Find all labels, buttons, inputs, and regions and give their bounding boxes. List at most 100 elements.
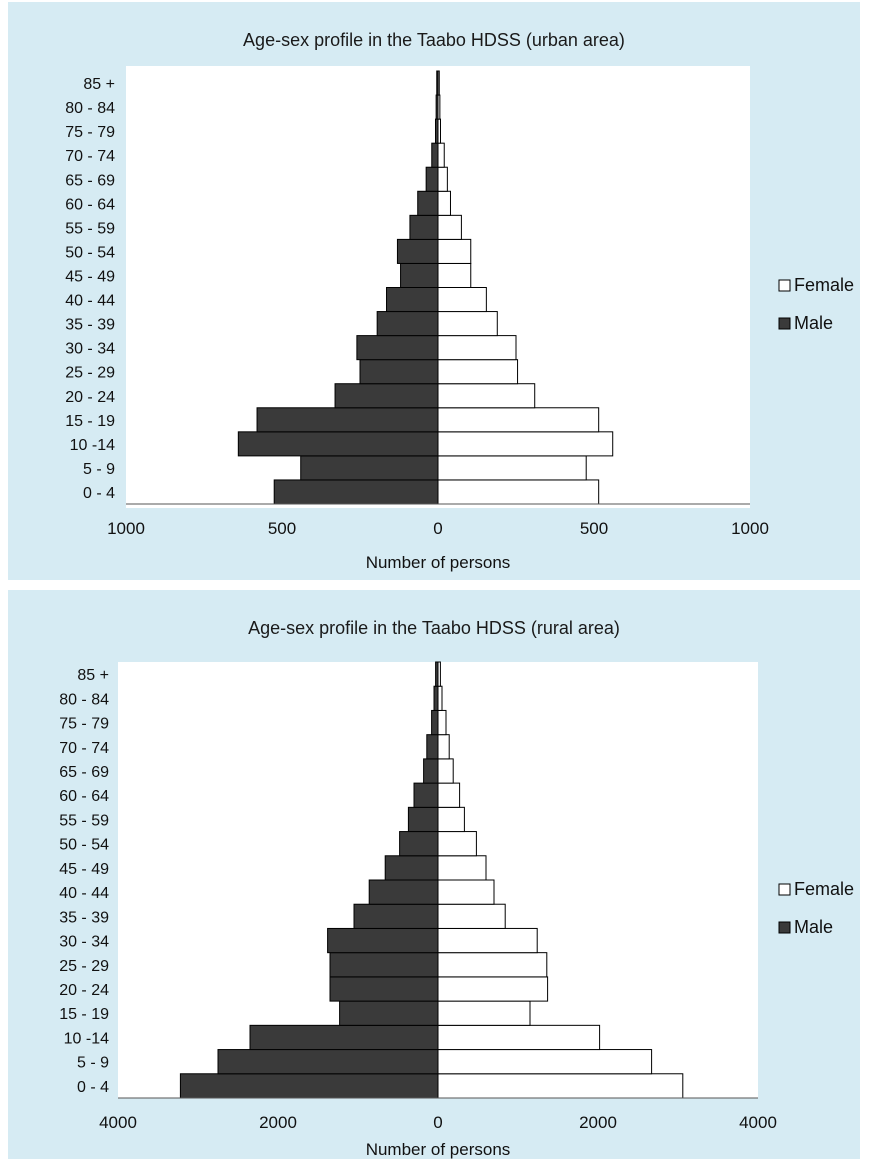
y-tick-label: 25 - 29	[65, 365, 115, 382]
legend-swatch-female	[778, 883, 791, 896]
chart-title-rural: Age-sex profile in the Taabo HDSS (rural…	[248, 618, 620, 638]
x-tick-label: 1000	[107, 519, 145, 538]
urban-pyramid-chart: 0 - 4 5 - 9 10 -14 15 - 19 20 - 24 25 - 29 30 …	[65, 66, 854, 572]
bar-male	[386, 287, 439, 313]
y-tick-label: 55 - 59	[59, 812, 109, 829]
x-axis-label: Number of persons	[366, 553, 511, 572]
bar-male	[300, 455, 439, 481]
y-tick-label: 35 - 39	[59, 909, 109, 926]
bar-male	[423, 758, 439, 784]
bar-male	[217, 1049, 439, 1075]
bar-female	[437, 927, 538, 954]
y-tick-label: 30 - 34	[65, 341, 115, 358]
bar-female	[437, 685, 443, 711]
bar-male	[399, 831, 439, 857]
bar-male	[356, 335, 439, 361]
bar-male	[179, 1073, 439, 1099]
bar-male	[400, 262, 439, 289]
bar-female	[437, 952, 548, 978]
bar-male	[334, 383, 439, 409]
x-tick-label: 0	[433, 519, 442, 538]
bar-female	[437, 758, 454, 784]
bar-female	[437, 142, 445, 168]
y-tick-label: 65 - 69	[65, 172, 115, 189]
legend-swatch-male	[778, 921, 791, 934]
bar-male	[407, 806, 439, 833]
bar-male	[353, 903, 439, 929]
y-tick-label: 15 - 19	[65, 413, 115, 430]
bar-female	[437, 1049, 653, 1075]
y-tick-label: 50 - 54	[59, 837, 109, 854]
rural-pyramid-chart: 0 - 4 5 - 9 10 -14 15 - 19 20 - 24 25 - 29 30 …	[59, 661, 854, 1159]
y-tick-label: 60 - 64	[59, 788, 109, 805]
y-tick-label: 80 - 84	[59, 691, 109, 708]
bar-female	[437, 238, 472, 264]
y-tick-label: 5 - 9	[83, 461, 115, 478]
bar-male	[431, 142, 439, 168]
bar-female	[437, 407, 600, 433]
bar-female	[437, 879, 495, 905]
bar-female	[437, 479, 600, 505]
bar-female	[437, 455, 587, 481]
bar-female	[437, 214, 462, 240]
bar-male	[273, 479, 439, 505]
y-tick-label: 20 - 24	[65, 389, 115, 406]
legend-label-female: Female	[794, 879, 854, 899]
bar-female	[437, 976, 549, 1002]
bar-male	[329, 976, 439, 1002]
y-tick-label: 85 +	[77, 667, 109, 684]
x-axis-label: Number of persons	[366, 1140, 511, 1159]
y-tick-label: 10 -14	[64, 1030, 109, 1047]
x-tick-label: 2000	[579, 1113, 617, 1132]
x-tick-label: 4000	[739, 1113, 777, 1132]
bar-male	[417, 190, 439, 216]
y-tick-label: 25 - 29	[59, 958, 109, 975]
bar-female	[437, 359, 519, 385]
y-tick-label: 75 - 79	[59, 716, 109, 733]
bar-male	[409, 214, 439, 240]
legend-label-female: Female	[794, 275, 854, 295]
bar-male	[433, 685, 439, 711]
y-tick-label: 55 - 59	[65, 220, 115, 237]
bar-female	[437, 311, 498, 337]
bar-female	[437, 335, 517, 361]
bar-female	[437, 903, 506, 929]
bar-female	[437, 709, 447, 736]
bar-female	[437, 190, 451, 216]
bar-male	[237, 431, 439, 457]
legend-swatch-male	[778, 317, 791, 330]
x-tick-label: 500	[268, 519, 296, 538]
bar-male	[425, 166, 439, 192]
y-tick-label: 40 - 44	[65, 293, 115, 310]
bar-female	[437, 806, 465, 833]
y-tick-label: 5 - 9	[77, 1055, 109, 1072]
bar-female	[437, 1000, 531, 1026]
bar-male	[329, 952, 439, 978]
y-tick-label: 35 - 39	[65, 317, 115, 334]
y-tick-label: 80 - 84	[65, 100, 115, 117]
x-tick-label: 500	[580, 519, 608, 538]
bar-female	[437, 734, 450, 760]
bar-male	[413, 782, 439, 808]
x-tick-label: 4000	[99, 1113, 137, 1132]
y-tick-label: 20 - 24	[59, 982, 109, 999]
bar-male	[256, 407, 439, 433]
bar-female	[437, 855, 487, 881]
bar-female	[437, 166, 448, 192]
x-tick-label: 2000	[259, 1113, 297, 1132]
chart-title-urban: Age-sex profile in the Taabo HDSS (urban…	[243, 30, 625, 50]
y-tick-label: 15 - 19	[59, 1006, 109, 1023]
bar-female	[437, 831, 477, 857]
bar-male	[384, 855, 439, 881]
y-tick-label: 40 - 44	[59, 885, 109, 902]
bar-male	[426, 734, 439, 760]
y-tick-label: 45 - 49	[59, 861, 109, 878]
y-tick-label: 70 - 74	[59, 740, 109, 757]
y-tick-label: 10 -14	[70, 437, 115, 454]
legend-label-male: Male	[794, 917, 833, 937]
bar-female	[437, 262, 472, 289]
bar-male	[431, 709, 439, 736]
legend-label-male: Male	[794, 313, 833, 333]
y-tick-label: 70 - 74	[65, 148, 115, 165]
y-tick-label: 0 - 4	[83, 485, 115, 502]
